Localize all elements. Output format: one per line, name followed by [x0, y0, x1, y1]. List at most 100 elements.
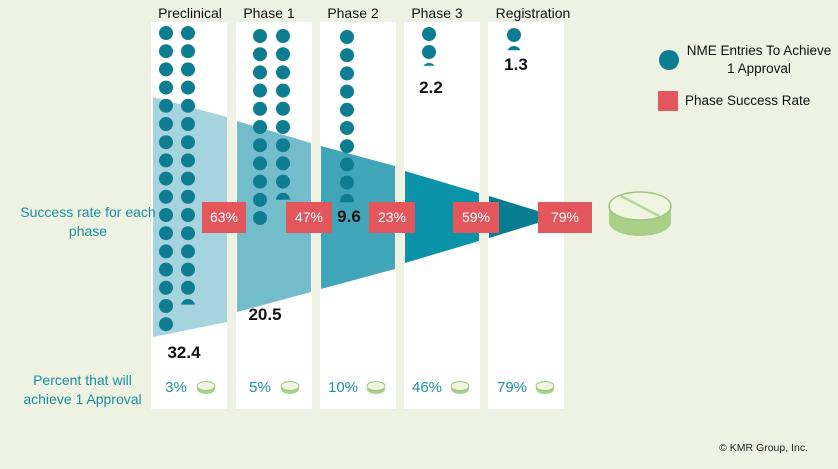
pill-icon [608, 191, 672, 236]
success-rate-label: Success rate for each phase [20, 204, 156, 239]
entry-dots [159, 26, 521, 332]
success-rate-preclinical: 63% [210, 209, 238, 225]
entry-dot [181, 98, 195, 113]
entry-dot [253, 156, 267, 171]
entry-dot [253, 83, 267, 98]
entry-dot-partial [340, 193, 354, 203]
success-box-phase2 [369, 202, 415, 233]
entry-dot [159, 153, 173, 168]
entry-dot [181, 262, 195, 277]
entry-dot [340, 157, 354, 172]
entry-dot [181, 244, 195, 259]
phase-header-phase1: Phase 1 [243, 5, 295, 21]
entry-dot [507, 28, 521, 42]
success-box-phase3 [453, 202, 499, 233]
entry-dot [159, 62, 173, 77]
entry-dot [340, 102, 354, 117]
entry-dot [422, 45, 436, 59]
success-rate-phase1: 47% [295, 209, 323, 225]
approval-pct-registration: 79% [497, 379, 527, 396]
success-rate-phase2: 23% [378, 209, 406, 225]
entry-dot [276, 65, 290, 80]
success-box-preclinical [202, 202, 246, 233]
entry-dot [159, 208, 173, 222]
entry-dot [181, 62, 195, 77]
entry-dot [159, 262, 173, 277]
entry-dot [159, 80, 173, 95]
small-pill-icons [196, 381, 555, 394]
entry-dot [340, 66, 354, 81]
entries-value-phase2: 9.6 [337, 207, 361, 226]
small-pill-icon [366, 381, 386, 394]
approval-pct-phase1: 5% [249, 379, 271, 396]
entry-dot [340, 121, 354, 135]
entry-dot [340, 84, 354, 99]
success-rate-registration: 79% [551, 209, 579, 225]
legend-entries-text: NME Entries To Achieve 1 Approval [686, 43, 832, 76]
entry-dot [181, 26, 195, 40]
entry-dot [253, 29, 267, 43]
phase-header-phase2: Phase 2 [327, 5, 379, 21]
small-pill-icon [196, 381, 216, 394]
entry-dot [253, 65, 267, 80]
entry-dot [276, 174, 290, 189]
entry-dot [181, 208, 195, 222]
entry-dot [181, 171, 195, 186]
legend-dot-icon [659, 50, 679, 70]
entry-dot [253, 120, 267, 134]
entry-dot [181, 280, 195, 295]
entry-dot [181, 226, 195, 241]
entry-dot-partial [423, 63, 435, 66]
approval-pct-phase2: 10% [328, 379, 358, 396]
entry-dot [159, 171, 173, 186]
entry-dot [181, 44, 195, 59]
success-box-registration [538, 202, 592, 233]
entry-dot [340, 139, 354, 154]
small-pill-icon [450, 381, 470, 394]
entry-dot [159, 299, 173, 313]
entry-dot [159, 226, 173, 241]
entry-dot [276, 83, 290, 98]
entry-dot [422, 27, 436, 41]
approval-label: Percent that will achieve 1 Approval [23, 372, 142, 407]
entry-dot [159, 44, 173, 59]
entry-dot [340, 48, 354, 63]
phase-header-registration: Registration [495, 5, 571, 21]
success-rate-phase3: 59% [462, 209, 490, 225]
small-pill-icon [280, 381, 300, 394]
funnel-segment-phase2 [321, 146, 395, 289]
entry-dot [253, 138, 267, 153]
entry-dot [253, 211, 267, 225]
entry-dot [276, 47, 290, 62]
phase-header-phase3: Phase 3 [411, 5, 463, 21]
entry-dot [276, 101, 290, 116]
entry-dot [159, 98, 173, 113]
entry-dot [276, 29, 290, 43]
funnel-segment-phase3 [405, 171, 479, 263]
entry-dot-partial [276, 192, 290, 200]
entry-dot [253, 47, 267, 62]
entry-dot [159, 135, 173, 150]
funnel-segment-registration [489, 196, 541, 238]
entries-value-phase1: 20.5 [248, 305, 281, 324]
entry-dot [181, 135, 195, 150]
entry-dot [181, 117, 195, 131]
success-box-phase1 [286, 202, 332, 233]
legend-success-text: Phase Success Rate [685, 93, 811, 108]
entry-dot [159, 26, 173, 40]
copyright: © KMR Group, Inc. [719, 442, 808, 454]
entry-dot [181, 153, 195, 168]
entry-dot-partial [181, 299, 195, 305]
entry-dot [159, 280, 173, 295]
entry-dot [159, 189, 173, 204]
entry-dot [159, 317, 173, 332]
entries-value-registration: 1.3 [504, 55, 528, 74]
entry-dot [253, 174, 267, 189]
entry-dot [159, 117, 173, 131]
entry-dot [340, 30, 354, 44]
entry-dot [276, 156, 290, 171]
entry-dot [181, 189, 195, 204]
phase-header-preclinical: Preclinical [158, 5, 222, 21]
